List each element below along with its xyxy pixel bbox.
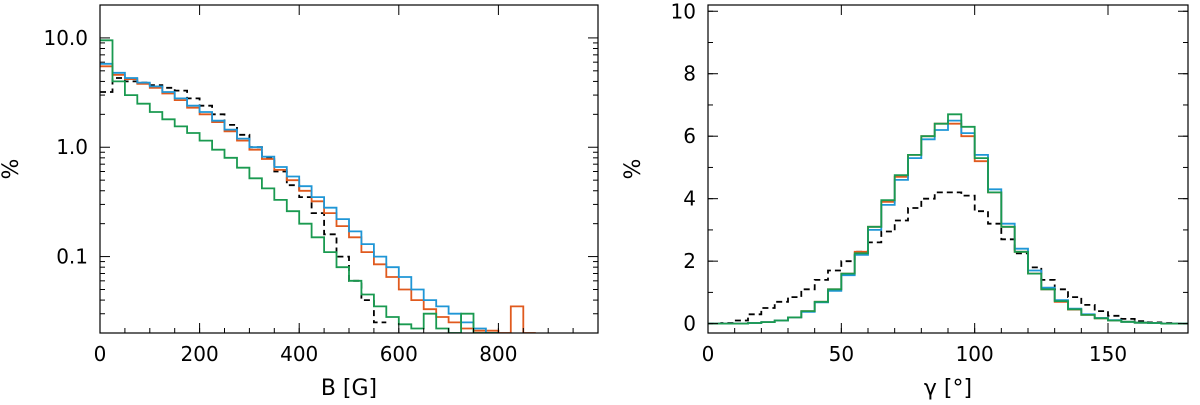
series-line-2: [100, 62, 499, 333]
y-tick-label: 0: [683, 312, 696, 336]
y-tick-label: 8: [683, 62, 696, 86]
y-tick-label: 10: [671, 0, 696, 23]
chart-panel-1: 0 50 100 150 0 2 4 6 8 10 γ [°]%: [621, 0, 1189, 401]
y-tick-label: 2: [683, 249, 696, 273]
x-tick-label: 200: [181, 342, 219, 366]
axes-frame: [99, 4, 599, 334]
x-tick-label: 600: [380, 342, 418, 366]
x-tick-label: 400: [280, 342, 318, 366]
axes-frame: [707, 4, 1189, 334]
chart-panel-0: 0 200 400 600 800 0.1 1.0 10.0 B [G]%: [0, 4, 599, 401]
x-tick-label: 50: [829, 342, 854, 366]
x-axis-label: γ [°]: [924, 376, 972, 401]
series-line-3: [100, 39, 499, 333]
series-line-3: [708, 113, 1188, 325]
y-tick-label: 4: [683, 187, 696, 211]
y-tick-label: 6: [683, 124, 696, 148]
y-axis-label: %: [621, 159, 646, 180]
x-axis-label: B [G]: [321, 376, 377, 401]
y-tick-label: 10.0: [43, 26, 88, 50]
y-tick-label: 0.1: [56, 245, 88, 269]
x-tick-label: 0: [702, 342, 715, 366]
series-line-1: [100, 65, 536, 333]
series-line-0: [100, 77, 387, 324]
x-tick-label: 0: [94, 342, 107, 366]
y-axis-label: %: [0, 159, 24, 180]
series-group: [100, 39, 536, 333]
series-group: [708, 113, 1188, 325]
x-tick-label: 800: [479, 342, 517, 366]
series-line-0: [708, 191, 1188, 325]
series-line-2: [708, 119, 1188, 325]
y-tick-label: 1.0: [56, 135, 88, 159]
x-tick-label: 100: [956, 342, 994, 366]
series-line-1: [708, 122, 1188, 325]
x-tick-label: 150: [1089, 342, 1127, 366]
